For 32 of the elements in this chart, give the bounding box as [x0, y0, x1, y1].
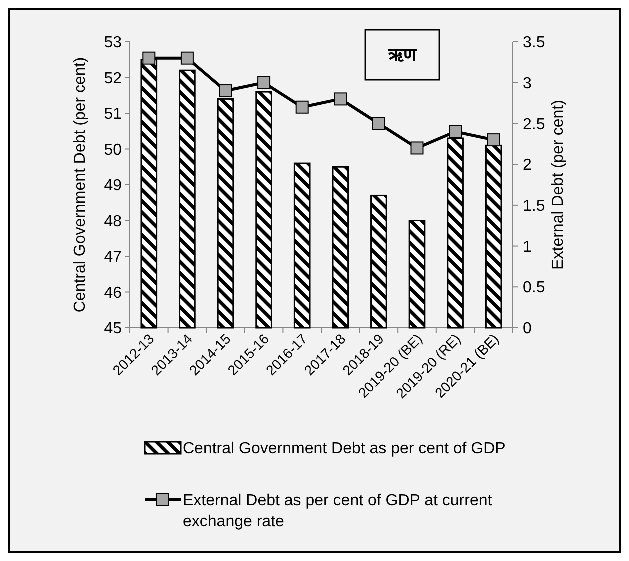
y-tick-label: 45 — [104, 320, 122, 338]
legend-label: External Debt as per cent of GDP at current exchange rate — [183, 492, 493, 530]
point — [449, 125, 462, 138]
point — [334, 92, 348, 106]
y2-axis-title: External Debt (per cent) — [550, 100, 567, 270]
y-tick-label: 50 — [104, 142, 122, 159]
y2-tick-label: 0.5 — [523, 280, 546, 297]
y-tick-label: 47 — [104, 249, 122, 266]
point — [219, 84, 232, 98]
y-tick-label: 48 — [104, 213, 122, 230]
point — [410, 142, 424, 155]
y2-tick-label: 3.5 — [523, 34, 546, 52]
y-tick-label: 52 — [104, 70, 122, 88]
point — [487, 134, 500, 147]
y-tick-label: 49 — [104, 178, 122, 195]
y2-tick-label: 2 — [523, 157, 532, 174]
point — [142, 52, 156, 65]
y-tick-label: 51 — [104, 106, 122, 124]
y2-tick-label: 2.5 — [523, 116, 546, 134]
y2-tick-label: 1.5 — [523, 198, 546, 216]
point — [296, 100, 309, 114]
point — [258, 76, 271, 90]
legend-label: Central Government Debt as per cent of GDP — [183, 440, 506, 458]
chart-title: ऋण — [388, 45, 418, 66]
y2-tick-label: 0 — [523, 320, 532, 338]
y2-tick-label: 1 — [523, 238, 532, 256]
point — [372, 117, 386, 130]
y-tick-label: 46 — [104, 284, 122, 302]
y2-tick-label: 3 — [523, 75, 532, 92]
y-axis-title: Central Government Debt (per cent) — [72, 57, 89, 313]
y-tick-label: 53 — [104, 34, 122, 52]
point — [180, 52, 194, 65]
